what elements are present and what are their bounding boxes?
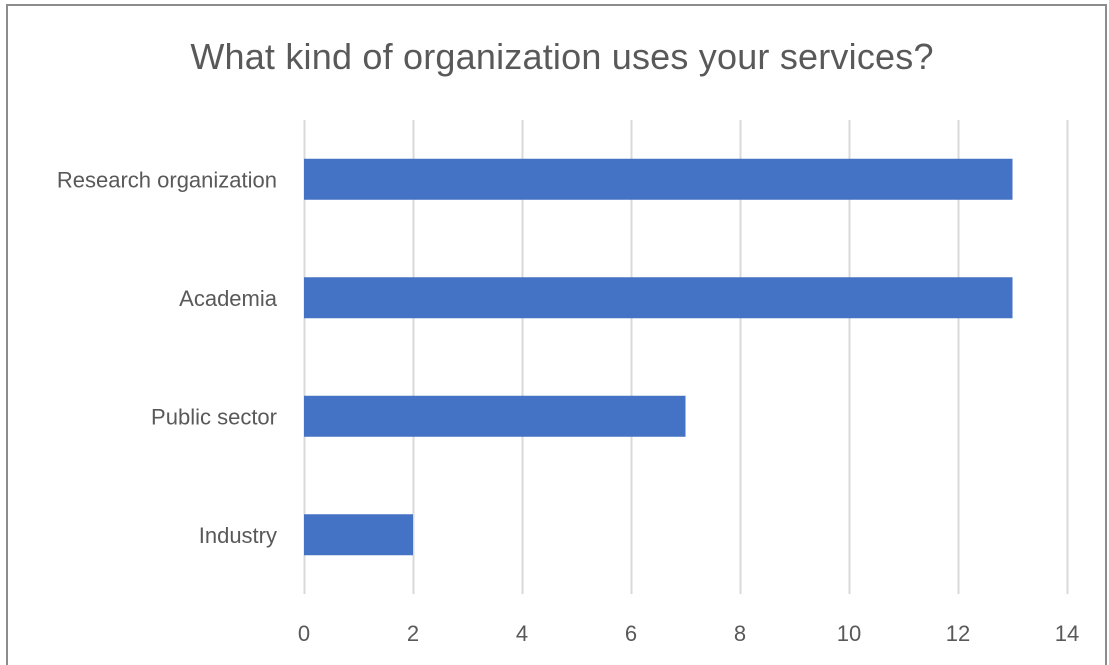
category-label: Industry: [199, 523, 277, 548]
bar: [304, 514, 413, 556]
x-tick-labels: 0 2 4 6 8 10 12 14: [298, 621, 1079, 646]
x-tick-label: 12: [946, 621, 970, 646]
x-tick-label: 0: [298, 621, 310, 646]
x-tick-label: 4: [516, 621, 528, 646]
category-label: Academia: [179, 286, 278, 311]
bars: [304, 158, 1013, 556]
x-tick-label: 8: [734, 621, 746, 646]
bar: [304, 277, 1013, 319]
x-tick-label: 14: [1055, 621, 1079, 646]
chart-title: What kind of organization uses your serv…: [190, 36, 934, 77]
x-tick-label: 2: [407, 621, 419, 646]
x-tick-label: 6: [625, 621, 637, 646]
bar: [304, 158, 1013, 200]
x-tick-label: 10: [837, 621, 861, 646]
chart-frame: [6, 4, 1107, 665]
bar: [304, 395, 686, 437]
category-labels: Research organization Academia Public sect…: [57, 167, 278, 548]
category-label: Public sector: [151, 404, 277, 429]
category-label: Research organization: [57, 167, 277, 192]
